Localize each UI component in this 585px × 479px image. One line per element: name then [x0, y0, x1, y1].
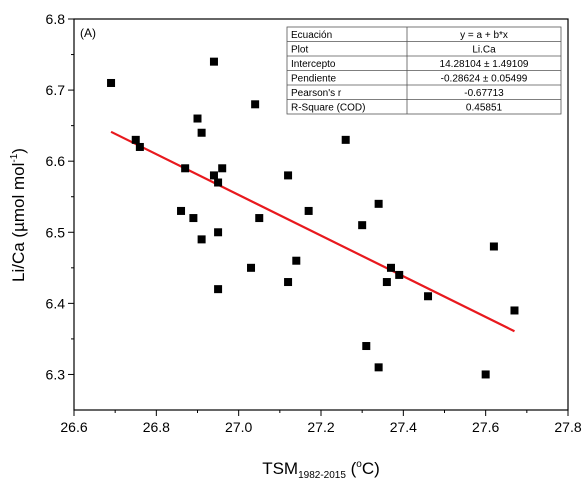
y-axis-title: Li/Ca (µmol mol-1)	[9, 148, 28, 282]
data-point	[131, 135, 140, 144]
y-axis-title-mu: µ	[9, 222, 28, 232]
stats-table-value: -0.67713	[464, 88, 504, 99]
stats-table-value: 0.45851	[466, 103, 503, 114]
x-tick-label: 26.8	[143, 419, 170, 435]
data-point	[374, 199, 383, 208]
data-point	[251, 100, 260, 109]
data-point	[341, 135, 350, 144]
data-point	[107, 78, 116, 87]
y-axis-title-unit: mol mol	[9, 163, 28, 223]
data-points	[107, 57, 519, 379]
data-point	[247, 263, 256, 272]
x-axis-title: TSM1982-2015 (oC)	[262, 459, 380, 479]
data-point	[214, 178, 223, 187]
data-point	[209, 57, 218, 66]
data-point	[197, 235, 206, 244]
data-point	[374, 363, 383, 372]
data-point	[181, 164, 190, 173]
panel-label: (A)	[80, 26, 96, 40]
stats-table-key: Pearson's r	[291, 88, 342, 99]
data-point	[135, 142, 144, 151]
axis-ticks	[68, 18, 569, 416]
y-axis-title-main: Li/Ca (	[9, 232, 28, 282]
data-point	[481, 370, 490, 379]
data-point	[284, 278, 293, 287]
data-point	[362, 342, 371, 351]
data-point	[218, 164, 227, 173]
data-point	[386, 263, 395, 272]
data-point	[189, 214, 198, 223]
stats-table-value: 14.28104 ± 1.49109	[440, 59, 529, 70]
data-point	[193, 114, 202, 123]
data-point	[489, 242, 498, 251]
x-tick-label: 27.8	[554, 419, 581, 435]
data-point	[510, 306, 519, 315]
y-tick-label: 6.7	[46, 82, 66, 98]
y-axis-title-close: )	[9, 148, 28, 154]
stats-table-key: R-Square (COD)	[291, 103, 365, 114]
stats-table-value: Li.Ca	[472, 45, 496, 56]
stats-table-key: Plot	[291, 45, 308, 56]
data-point	[197, 128, 206, 137]
y-tick-label: 6.6	[46, 153, 66, 169]
data-point	[177, 206, 186, 215]
y-tick-label: 6.3	[46, 366, 66, 382]
x-axis-title-main: TSM	[262, 459, 298, 478]
data-point	[292, 256, 301, 265]
x-tick-label: 26.6	[60, 419, 87, 435]
data-point	[304, 206, 313, 215]
x-axis-title-unit-sup: o	[356, 459, 362, 470]
x-tick-label: 27.6	[472, 419, 499, 435]
data-point	[358, 221, 367, 230]
data-point	[382, 278, 391, 287]
data-point	[284, 171, 293, 180]
stats-table-key: Ecuación	[291, 30, 332, 41]
data-point	[255, 214, 264, 223]
regression-line	[110, 130, 515, 333]
y-tick-label: 6.5	[46, 224, 66, 240]
stats-table-value: y = a + b*x	[460, 30, 508, 41]
y-tick-label: 6.8	[46, 11, 66, 27]
x-tick-label: 27.0	[225, 419, 252, 435]
x-axis-title-unit-open: (	[346, 459, 357, 478]
y-axis-title-sup: -1	[9, 153, 20, 162]
x-tick-label: 27.2	[307, 419, 334, 435]
data-point	[424, 292, 433, 301]
stats-table-value: -0.28624 ± 0.05499	[441, 74, 528, 85]
stats-table-key: Pendiente	[291, 74, 336, 85]
stats-table-key: Intercepto	[291, 59, 336, 70]
tick-labels: 26.6 26.8 27.0 27.2 27.4 27.6 27.8 6.3 6.4 6.5 6.6…	[46, 11, 582, 435]
y-tick-label: 6.4	[46, 295, 66, 311]
data-point	[214, 285, 223, 294]
x-tick-label: 27.4	[390, 419, 417, 435]
data-point	[395, 270, 404, 279]
stats-table: Ecuación y = a + b*x Plot Li.Ca Intercepto 14…	[286, 26, 562, 115]
data-point	[209, 171, 218, 180]
x-axis-title-unit-close: C)	[362, 459, 380, 478]
x-axis-title-sub: 1982-2015	[298, 470, 346, 479]
data-point	[214, 228, 223, 237]
